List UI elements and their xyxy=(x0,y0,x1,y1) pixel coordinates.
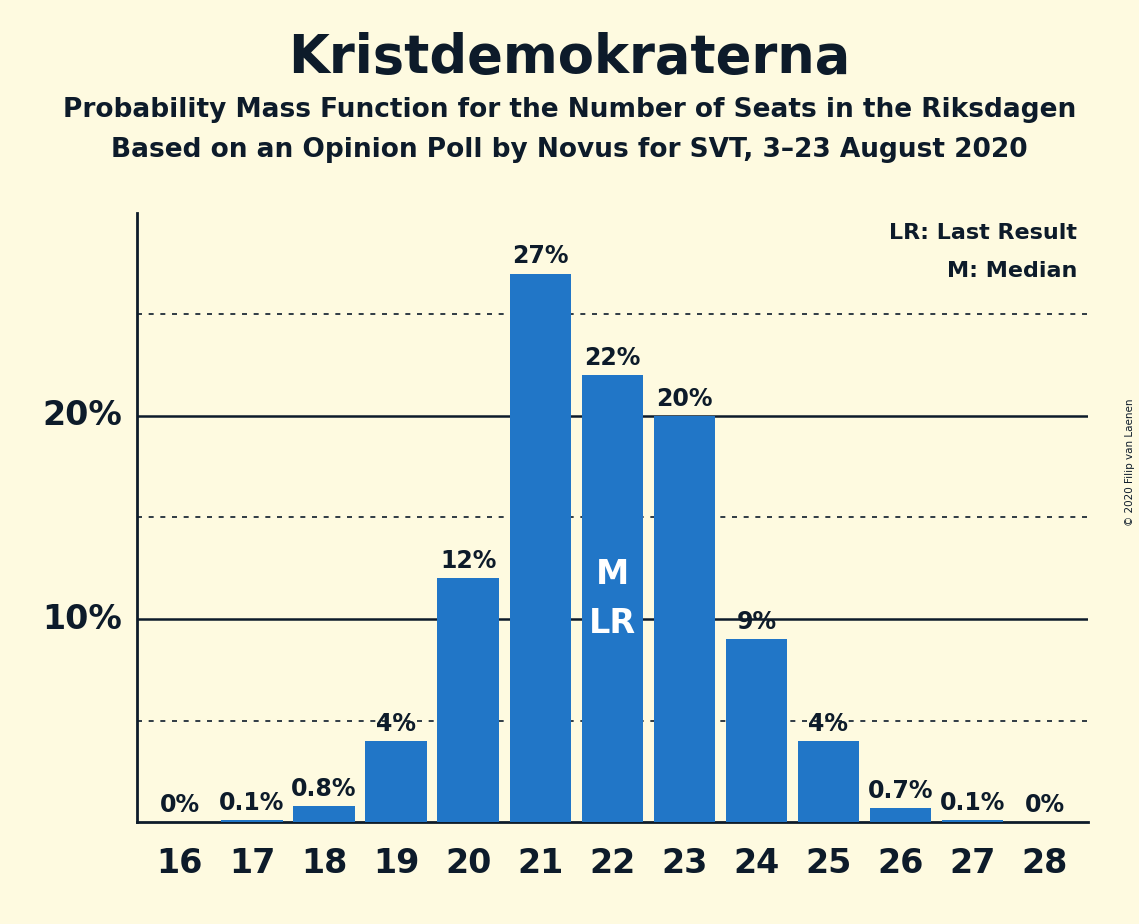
Text: 4%: 4% xyxy=(809,712,849,736)
Text: 20%: 20% xyxy=(656,387,713,411)
Bar xyxy=(437,578,499,822)
Bar xyxy=(942,821,1003,822)
Bar xyxy=(797,741,859,822)
Text: 22%: 22% xyxy=(584,346,640,370)
Text: LR: Last Result: LR: Last Result xyxy=(888,223,1077,243)
Text: 10%: 10% xyxy=(42,602,122,636)
Text: 12%: 12% xyxy=(440,550,497,573)
Text: LR: LR xyxy=(589,607,636,639)
Text: 20%: 20% xyxy=(42,399,122,432)
Bar xyxy=(294,806,354,822)
Text: 9%: 9% xyxy=(736,611,777,634)
Text: 0.1%: 0.1% xyxy=(940,791,1005,815)
Text: 0%: 0% xyxy=(159,794,200,818)
Text: 0%: 0% xyxy=(1024,794,1065,818)
Bar xyxy=(726,639,787,822)
Bar xyxy=(221,821,282,822)
Text: Kristdemokraterna: Kristdemokraterna xyxy=(288,32,851,84)
Text: 4%: 4% xyxy=(376,712,416,736)
Bar xyxy=(582,375,642,822)
Text: 27%: 27% xyxy=(511,245,568,268)
Text: Based on an Opinion Poll by Novus for SVT, 3–23 August 2020: Based on an Opinion Poll by Novus for SV… xyxy=(112,137,1027,163)
Text: 0.8%: 0.8% xyxy=(292,777,357,801)
Text: M: Median: M: Median xyxy=(947,261,1077,281)
Text: Probability Mass Function for the Number of Seats in the Riksdagen: Probability Mass Function for the Number… xyxy=(63,97,1076,123)
Text: 0.7%: 0.7% xyxy=(868,779,933,803)
Bar xyxy=(870,808,931,822)
Text: M: M xyxy=(596,558,629,590)
Bar xyxy=(654,416,715,822)
Bar xyxy=(366,741,427,822)
Bar xyxy=(509,274,571,822)
Text: © 2020 Filip van Laenen: © 2020 Filip van Laenen xyxy=(1125,398,1134,526)
Text: 0.1%: 0.1% xyxy=(220,791,285,815)
